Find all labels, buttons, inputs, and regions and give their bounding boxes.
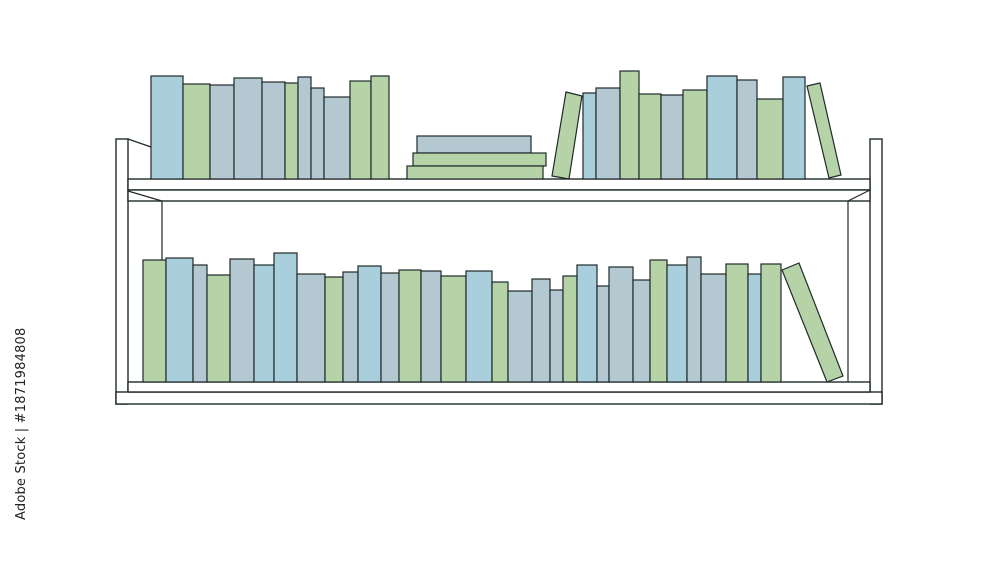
inner-left-corner bbox=[127, 190, 163, 260]
book bbox=[440, 275, 467, 383]
book bbox=[660, 94, 684, 180]
book bbox=[576, 264, 598, 383]
book bbox=[632, 279, 651, 383]
book bbox=[209, 84, 235, 180]
back-edge-line bbox=[127, 138, 152, 148]
book bbox=[420, 270, 442, 383]
book bbox=[682, 89, 708, 180]
book bbox=[531, 278, 551, 383]
leaning-book bbox=[551, 91, 583, 180]
bottom-shelf-board bbox=[127, 381, 871, 393]
book bbox=[142, 259, 167, 383]
book bbox=[608, 266, 634, 383]
book bbox=[638, 93, 662, 180]
top-shelf-front bbox=[127, 189, 871, 202]
stock-credit-text: Adobe Stock | #1871984808 bbox=[14, 327, 29, 520]
book bbox=[619, 70, 640, 180]
book bbox=[284, 82, 299, 180]
book bbox=[595, 87, 621, 180]
book bbox=[747, 273, 762, 383]
book bbox=[349, 80, 372, 180]
book bbox=[206, 274, 231, 383]
book bbox=[297, 76, 312, 180]
book bbox=[760, 263, 782, 383]
book bbox=[507, 290, 533, 383]
top-shelf-surface bbox=[127, 178, 871, 191]
book bbox=[666, 264, 688, 383]
book bbox=[253, 264, 275, 383]
leaning-book bbox=[781, 262, 844, 383]
book bbox=[357, 265, 382, 383]
book bbox=[596, 285, 610, 383]
book bbox=[370, 75, 390, 180]
book bbox=[582, 92, 597, 180]
book bbox=[491, 281, 509, 383]
book bbox=[706, 75, 738, 180]
book bbox=[380, 272, 400, 383]
book bbox=[165, 257, 194, 383]
base-board bbox=[115, 391, 883, 405]
book bbox=[562, 275, 578, 383]
book bbox=[465, 270, 493, 383]
left-post bbox=[115, 138, 129, 405]
book bbox=[192, 264, 208, 383]
book bbox=[756, 98, 784, 180]
book bbox=[649, 259, 668, 383]
book bbox=[323, 96, 351, 180]
book bbox=[700, 273, 727, 383]
books bbox=[142, 70, 844, 383]
book bbox=[725, 263, 749, 383]
book bbox=[398, 269, 422, 383]
inner-right-corner bbox=[847, 189, 871, 382]
stacked-book bbox=[406, 165, 544, 180]
stacked-book bbox=[416, 135, 532, 154]
book bbox=[549, 289, 564, 383]
book bbox=[233, 77, 263, 180]
stacked-book bbox=[412, 152, 547, 167]
book bbox=[273, 252, 298, 383]
right-post bbox=[869, 138, 883, 405]
book bbox=[182, 83, 211, 180]
book bbox=[342, 271, 359, 383]
book bbox=[296, 273, 326, 383]
book bbox=[686, 256, 702, 383]
book bbox=[736, 79, 758, 180]
book bbox=[324, 276, 344, 383]
book bbox=[310, 87, 325, 180]
book bbox=[150, 75, 184, 180]
book bbox=[261, 81, 286, 180]
book bbox=[229, 258, 255, 383]
book bbox=[782, 76, 806, 180]
leaning-book bbox=[806, 82, 842, 179]
